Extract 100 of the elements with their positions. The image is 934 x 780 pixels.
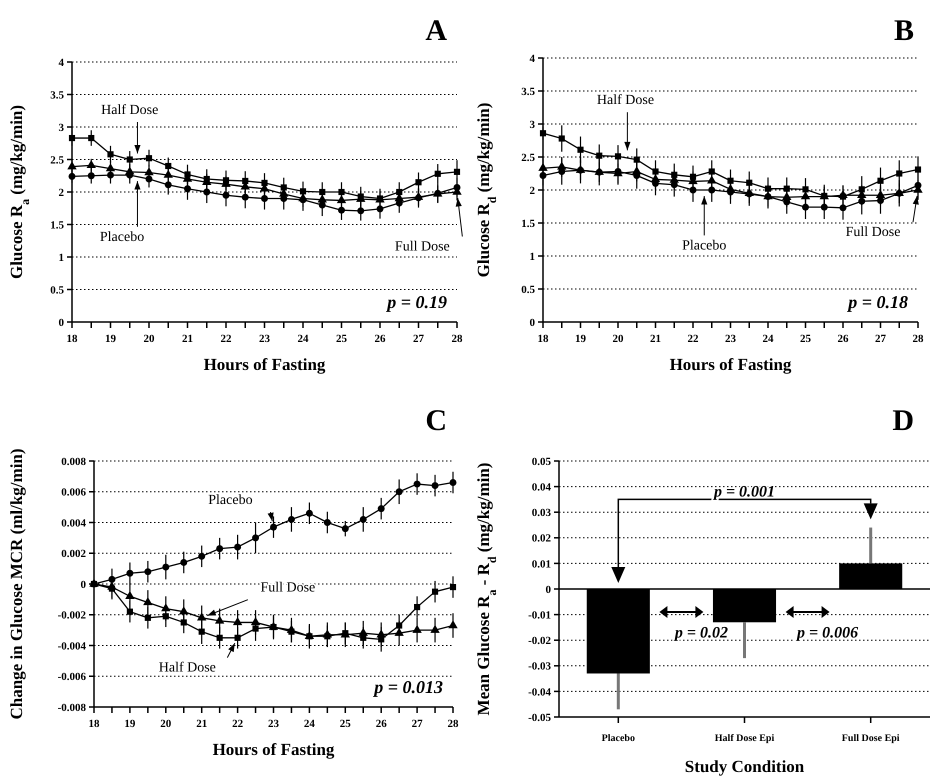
point [430, 624, 440, 633]
y-tick-label: 3 [58, 122, 64, 134]
point [252, 534, 260, 542]
point [250, 617, 260, 626]
text: Half Dose [596, 93, 654, 108]
point [203, 188, 210, 196]
x-tick-label: 26 [374, 333, 386, 345]
point [232, 617, 242, 626]
x-tick-label: 21 [650, 333, 661, 345]
y-tick-label: 0.5 [521, 284, 536, 296]
y-tick-label: 0 [58, 316, 64, 329]
chart-title: A [425, 14, 448, 47]
point [146, 176, 152, 182]
point [342, 525, 349, 532]
point [198, 628, 205, 635]
series-label: Half Dose [158, 660, 216, 676]
y-tick-label: -0.002 [58, 610, 86, 622]
point [746, 190, 753, 198]
x-tick-label: 18 [66, 333, 78, 345]
point [180, 559, 188, 566]
y-tick-label: 0.006 [61, 486, 86, 499]
x-tick-label: 23 [259, 333, 270, 345]
text: Placebo [100, 230, 144, 245]
y-tick-label: -0.04 [528, 686, 552, 698]
chart-title: B [894, 14, 914, 47]
y-tick-label: 0.04 [532, 481, 552, 494]
point [179, 606, 188, 614]
y-tick-label: 0.004 [61, 517, 86, 530]
point [125, 590, 135, 600]
x-tick-label: 22 [232, 718, 244, 730]
x-tick-label: 24 [304, 718, 316, 730]
point [690, 186, 696, 194]
y-tick-label: 0.01 [532, 558, 551, 570]
series-label: Full Dose [846, 225, 900, 240]
chart-title: D [892, 404, 914, 437]
x-tick-label: 18 [88, 718, 100, 730]
text: Full Dose [394, 240, 450, 254]
point [614, 153, 622, 160]
x-tick-label: 19 [124, 718, 136, 730]
x-axis-title: Hours of Fasting [204, 355, 326, 374]
y-tick-label: 1.5 [50, 219, 64, 232]
point [540, 130, 546, 136]
point [432, 588, 438, 595]
x-tick-label: 27 [413, 333, 424, 345]
annotation: p = 0.006 [795, 624, 858, 642]
point [146, 155, 152, 162]
y-tick-label: 4 [58, 56, 64, 69]
y-tick-label: 1 [530, 250, 535, 263]
y-tick-label: 1 [58, 252, 64, 264]
point [454, 184, 460, 191]
x-tick-label: 22 [688, 333, 699, 345]
point [454, 168, 460, 175]
point [896, 170, 902, 177]
point [412, 624, 422, 633]
point [198, 552, 206, 560]
point [558, 135, 565, 142]
point [216, 634, 223, 641]
point [162, 564, 170, 571]
point [288, 516, 295, 523]
point [540, 172, 546, 179]
x-tick-label: 25 [336, 333, 348, 345]
point [324, 519, 331, 526]
point [877, 197, 884, 204]
series-label: Half Dose [101, 103, 158, 118]
x-axis-title: Study Condition [684, 757, 805, 776]
x-tick-label: 24 [298, 333, 309, 345]
series-label: Placebo [208, 493, 253, 508]
point [746, 180, 752, 186]
point [286, 624, 296, 633]
point [165, 162, 172, 170]
point [107, 172, 114, 179]
point [318, 202, 326, 208]
series-label: Full Dose [260, 580, 316, 596]
point [800, 191, 810, 200]
point [197, 612, 206, 621]
point [322, 629, 332, 638]
y-tick-label: 0.5 [50, 284, 64, 296]
point [396, 488, 403, 496]
point [270, 524, 277, 531]
point [414, 480, 421, 488]
point [214, 615, 224, 624]
point [708, 186, 716, 194]
point [378, 505, 385, 512]
x-tick-label: 18 [538, 333, 549, 345]
point [184, 185, 191, 192]
point [107, 582, 117, 590]
x-tick-label: 24 [762, 333, 774, 345]
x-tick-label: 20 [144, 333, 155, 345]
y-tick-label: 0.05 [532, 456, 552, 468]
x-axis-title: Hours of Fasting [670, 355, 792, 374]
point [357, 207, 364, 214]
x-tick-label: 25 [800, 333, 812, 345]
point [338, 206, 345, 214]
y-tick-label: 0 [80, 578, 86, 591]
point [434, 170, 441, 177]
y-tick-label: -0.004 [58, 640, 86, 652]
point [144, 614, 151, 621]
point [415, 179, 422, 186]
point [877, 178, 884, 184]
y-tick-label: 0.03 [532, 507, 552, 520]
